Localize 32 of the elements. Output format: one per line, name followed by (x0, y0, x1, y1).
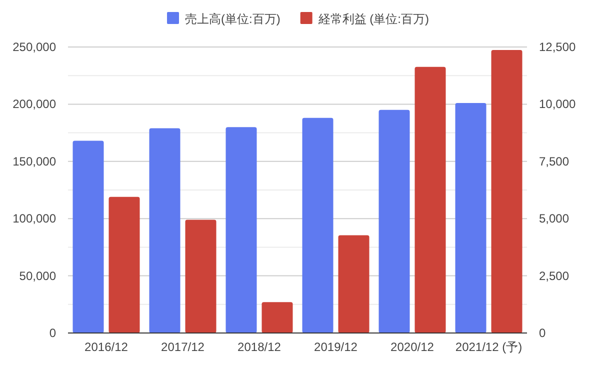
y2-tick-label: 10,000 (539, 97, 576, 112)
y2-tick-label: 0 (539, 326, 546, 340)
y-tick-label: 250,000 (12, 40, 56, 54)
y2-tick-label: 7,500 (539, 154, 570, 168)
bar (491, 50, 522, 333)
x-tick-label: 2019/12 (314, 340, 358, 354)
y2-tick-label: 2,500 (539, 268, 570, 283)
y-tick-label: 100,000 (12, 212, 56, 226)
x-tick-label: 2017/12 (161, 340, 205, 354)
bar (414, 66, 446, 333)
y-tick-label: 200,000 (12, 97, 56, 112)
x-tick-label: 2018/12 (238, 340, 282, 354)
y2-tick-label: 12,500 (539, 40, 576, 54)
bar (455, 103, 486, 333)
legend-label: 売上高(単位:百万) (185, 12, 280, 26)
y-tick-label: 150,000 (12, 154, 56, 168)
x-tick-label: 2020/12 (390, 340, 434, 354)
bar (378, 110, 410, 333)
x-tick-label: 2021/12 (予) (455, 340, 522, 354)
bar (226, 127, 257, 333)
x-tick-label: 2016/12 (84, 340, 128, 354)
y2-tick-label: 5,000 (539, 212, 570, 226)
bar (302, 118, 334, 333)
bar (185, 220, 216, 333)
bar (338, 235, 370, 333)
bar (108, 196, 140, 333)
legend-label: 経常利益 (単位:百万) (317, 12, 429, 26)
bar (262, 302, 293, 333)
bar (149, 128, 180, 333)
y-tick-label: 0 (49, 326, 56, 340)
bar (72, 140, 104, 333)
y-tick-label: 50,000 (19, 268, 56, 283)
